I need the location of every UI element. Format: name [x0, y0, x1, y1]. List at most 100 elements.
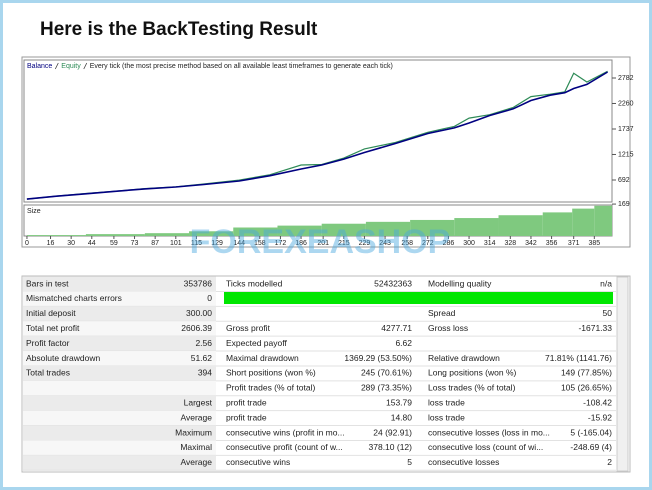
table-cell: Initial deposit: [26, 308, 76, 318]
scrollbar: [616, 276, 629, 472]
table-cell: Gross loss: [428, 323, 468, 333]
table-cell: Ticks modelled: [226, 278, 283, 288]
x-tick-label: 16: [47, 240, 55, 247]
table-cell: Expected payoff: [226, 338, 287, 348]
size-bar: [26, 235, 86, 236]
table-cell: 353786: [184, 278, 213, 288]
table-cell: Spread: [428, 308, 456, 318]
table-cell: consecutive loss (count of wi...: [428, 442, 543, 452]
table-cell: consecutive losses (loss in mo...: [428, 427, 550, 437]
x-tick-label: 272: [422, 240, 434, 247]
row-background: [23, 321, 216, 337]
size-bar: [572, 208, 595, 236]
row-background: [23, 276, 216, 292]
size-bar: [594, 205, 612, 236]
table-cell: consecutive wins: [226, 457, 290, 467]
x-tick-label: 144: [233, 240, 245, 247]
page-title: Here is the BackTesting Result: [40, 19, 318, 40]
table-cell: Absolute drawdown: [26, 353, 100, 363]
table-cell: Loss trades (% of total): [428, 383, 516, 393]
x-tick-label: 314: [484, 240, 496, 247]
legend-separator: [54, 62, 59, 70]
size-bar: [189, 231, 234, 236]
size-bar: [85, 234, 145, 236]
table-cell: 394: [198, 368, 212, 378]
table-cell: Average: [180, 412, 212, 422]
row-background: [23, 425, 216, 441]
x-tick-label: 115: [191, 240, 202, 247]
table-cell: Total trades: [26, 368, 70, 378]
size-bar: [321, 223, 366, 236]
size-bar: [144, 233, 190, 236]
x-tick-label: 30: [67, 240, 75, 247]
x-tick-label: 172: [275, 240, 287, 247]
table-cell: profit trade: [226, 412, 267, 422]
table-cell: 71.81% (1141.76): [545, 353, 612, 363]
y-tick-label: 2782: [618, 75, 634, 82]
x-tick-label: 258: [401, 240, 413, 247]
y-tick-label: 1737: [618, 126, 634, 133]
x-tick-label: 186: [295, 240, 307, 247]
table-cell: -248.69 (4): [570, 442, 612, 452]
x-tick-label: 342: [525, 240, 537, 247]
table-cell: Mismatched charts errors: [26, 293, 122, 303]
table-cell: Profit trades (% of total): [226, 383, 315, 393]
plot-area: [23, 59, 613, 203]
x-tick-label: 59: [110, 240, 118, 247]
table-cell: 5: [407, 457, 412, 467]
table-cell: 153.79: [386, 397, 412, 407]
x-tick-label: 229: [359, 240, 371, 247]
x-tick-label: 371: [568, 240, 580, 247]
table-cell: 289 (73.35%): [361, 383, 412, 393]
table-cell: n/a: [600, 278, 612, 288]
row-background: [23, 336, 216, 352]
table-cell: 2606.39: [181, 323, 212, 333]
table-cell: 2.56: [195, 338, 212, 348]
size-bar: [498, 215, 543, 236]
x-tick-label: 129: [211, 240, 223, 247]
x-tick-label: 73: [131, 240, 139, 247]
table-cell: 378.10 (12): [369, 442, 413, 452]
chart-subtitle: Every tick (the most precise method base…: [90, 63, 393, 70]
table-cell: 24 (92.91): [373, 427, 412, 437]
x-tick-label: 44: [88, 240, 96, 247]
table-cell: 51.62: [191, 353, 213, 363]
x-tick-label: 215: [338, 240, 350, 247]
row-background: [23, 291, 216, 307]
size-bar: [410, 219, 455, 236]
x-tick-label: 0: [25, 240, 29, 247]
table-cell: 105 (26.65%): [561, 383, 612, 393]
table-cell: 14.80: [391, 412, 413, 422]
table-cell: Average: [180, 457, 212, 467]
table-cell: Long positions (won %): [428, 368, 517, 378]
x-tick-label: 201: [317, 240, 329, 247]
row-background: [23, 306, 216, 322]
size-bar: [365, 221, 411, 236]
x-tick-label: 385: [588, 240, 600, 247]
table-cell: 0: [207, 293, 212, 303]
table-cell: 2: [607, 457, 612, 467]
table-cell: Short positions (won %): [226, 368, 316, 378]
table-cell: Maximal drawdown: [226, 353, 299, 363]
table-cell: Largest: [184, 397, 213, 407]
x-tick-label: 87: [151, 240, 159, 247]
row-background: [23, 351, 216, 366]
legend-entry: Balance: [27, 63, 52, 70]
y-tick-label: 1215: [618, 151, 634, 158]
x-tick-label: 356: [546, 240, 558, 247]
table-cell: consecutive losses: [428, 457, 499, 467]
table-cell: 1369.29 (53.50%): [344, 353, 412, 363]
table-cell: -1671.33: [578, 323, 612, 333]
table-cell: consecutive profit (count of w...: [226, 442, 343, 452]
y-tick-label: 692: [618, 177, 630, 184]
legend-entry: Equity: [61, 63, 81, 70]
table-cell: loss trade: [428, 412, 465, 422]
size-bar: [542, 212, 573, 236]
table-cell: Profit factor: [26, 338, 70, 348]
watermark: FOREXEASHOP: [190, 223, 451, 261]
row-background: [23, 365, 216, 381]
table-cell: profit trade: [226, 397, 267, 407]
x-tick-label: 286: [443, 240, 455, 247]
series-line: [26, 71, 609, 200]
